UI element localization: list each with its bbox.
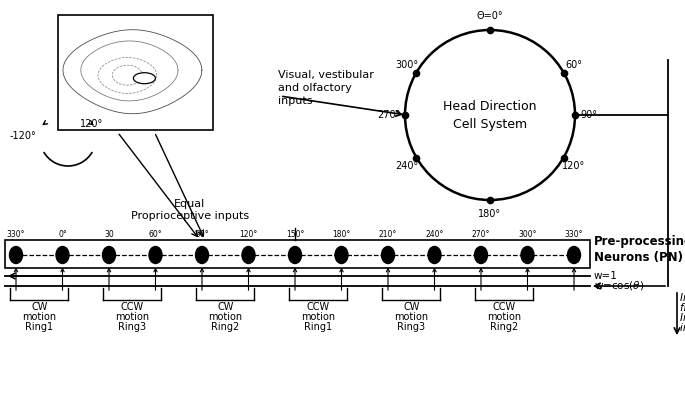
Bar: [58, 15, 213, 130]
Text: 0°: 0°: [58, 230, 67, 239]
Ellipse shape: [103, 247, 116, 264]
Ellipse shape: [288, 247, 301, 264]
Ellipse shape: [405, 30, 575, 200]
Text: 90°: 90°: [580, 110, 597, 120]
Text: 90°: 90°: [195, 230, 209, 239]
Ellipse shape: [242, 247, 255, 264]
Text: 240°: 240°: [425, 230, 444, 239]
Text: Ring2: Ring2: [211, 322, 239, 332]
Text: in the medial ERC: in the medial ERC: [680, 323, 685, 333]
Text: Ring1: Ring1: [304, 322, 332, 332]
Text: 240°: 240°: [395, 160, 418, 171]
Ellipse shape: [149, 247, 162, 264]
Text: 60°: 60°: [565, 59, 582, 69]
Text: Ring3: Ring3: [397, 322, 425, 332]
Text: Head Direction
Cell System: Head Direction Cell System: [443, 100, 537, 130]
Text: 180°: 180°: [332, 230, 351, 239]
Text: motion: motion: [394, 312, 428, 322]
Ellipse shape: [475, 247, 488, 264]
Text: 180°: 180°: [478, 209, 501, 219]
Text: from PN to rings: from PN to rings: [680, 303, 685, 313]
Bar: [5, 240, 590, 268]
Text: Pre-processing
Neurons (PN): Pre-processing Neurons (PN): [594, 234, 685, 264]
Text: w=1: w=1: [594, 271, 618, 281]
Ellipse shape: [335, 247, 348, 264]
Text: 330°: 330°: [564, 230, 583, 239]
Text: CCW: CCW: [493, 302, 516, 312]
Text: 30: 30: [104, 230, 114, 239]
Ellipse shape: [10, 247, 23, 264]
Ellipse shape: [382, 247, 395, 264]
Text: 300°: 300°: [395, 59, 418, 69]
Text: motion: motion: [22, 312, 56, 322]
Text: motion: motion: [487, 312, 521, 322]
Text: CW: CW: [217, 302, 234, 312]
Text: -120°: -120°: [10, 131, 36, 141]
Text: CW: CW: [31, 302, 47, 312]
Text: 120°: 120°: [80, 119, 103, 129]
Text: motion: motion: [301, 312, 336, 322]
Ellipse shape: [195, 247, 208, 264]
Text: motion: motion: [115, 312, 149, 322]
Text: CCW: CCW: [121, 302, 144, 312]
Text: Ring3: Ring3: [119, 322, 147, 332]
Text: Ring1: Ring1: [25, 322, 53, 332]
Text: Θ=0°: Θ=0°: [477, 11, 503, 21]
Ellipse shape: [521, 247, 534, 264]
Text: 210°: 210°: [379, 230, 397, 239]
Text: 150°: 150°: [286, 230, 304, 239]
Text: Equal
Proprioceptive inputs: Equal Proprioceptive inputs: [131, 199, 249, 221]
Text: 60°: 60°: [149, 230, 162, 239]
Text: 270°: 270°: [377, 110, 401, 120]
Text: 300°: 300°: [519, 230, 537, 239]
Text: 120°: 120°: [562, 160, 585, 171]
Text: Intermediate neurons: Intermediate neurons: [680, 313, 685, 323]
Ellipse shape: [134, 73, 155, 84]
Text: 270°: 270°: [472, 230, 490, 239]
Ellipse shape: [428, 247, 441, 264]
Text: Ring2: Ring2: [490, 322, 519, 332]
Text: 330°: 330°: [7, 230, 25, 239]
Text: Input currents: Input currents: [680, 293, 685, 303]
Text: 120°: 120°: [239, 230, 258, 239]
Text: CCW: CCW: [307, 302, 329, 312]
Text: motion: motion: [208, 312, 242, 322]
Text: w=cos($\theta$): w=cos($\theta$): [594, 279, 644, 292]
Ellipse shape: [56, 247, 69, 264]
Text: CW: CW: [403, 302, 419, 312]
Text: Visual, vestibular
and olfactory
inputs: Visual, vestibular and olfactory inputs: [278, 70, 374, 106]
Ellipse shape: [567, 247, 580, 264]
